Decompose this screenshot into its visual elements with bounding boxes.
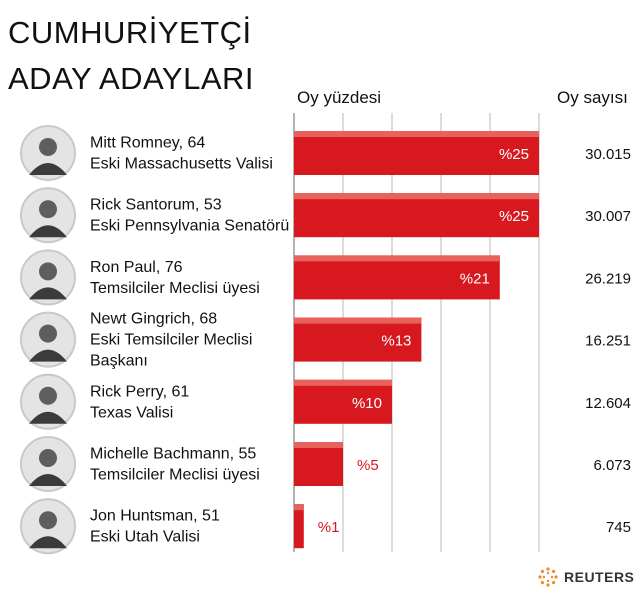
percent-column-header: Oy yüzdesi: [297, 88, 382, 107]
chart-title: CUMHURİYETÇİ ADAY ADAYLARI: [8, 10, 254, 102]
bar-value-label: %13: [381, 333, 411, 350]
bar: [294, 255, 500, 300]
bar: [294, 379, 392, 424]
candidate-title: Eski Massachusetts Valisi: [90, 156, 273, 173]
chart-title-line1: CUMHURİYETÇİ: [8, 15, 252, 50]
votes-column-header: Oy sayısı: [557, 88, 628, 107]
candidate-name: Ron Paul, 76: [90, 259, 183, 276]
candidate-photo-shoulders: [29, 287, 67, 300]
vote-count: 30.007: [585, 208, 631, 225]
bar-highlight: [294, 131, 539, 137]
vote-count: 30.015: [585, 146, 631, 163]
candidate-title: Eski Pennsylvania Senatörü: [90, 218, 289, 235]
bar-highlight: [294, 504, 304, 511]
candidate-name: Rick Santorum, 53: [90, 197, 222, 214]
candidate-title: Temsilciler Meclisi üyesi: [90, 280, 260, 297]
bar: [294, 504, 304, 549]
candidate-title: Eski Temsilciler Meclisi: [90, 332, 252, 349]
bar-value-label: %25: [499, 208, 529, 225]
candidate-photo-head: [39, 138, 57, 156]
bar-highlight: [294, 193, 539, 200]
chart-title-line2: ADAY ADAYLARI: [8, 61, 254, 96]
candidate-name: Michelle Bachmann, 55: [90, 446, 256, 463]
candidate-title: Başkanı: [90, 353, 148, 370]
candidate-photo-head: [39, 511, 57, 530]
candidate-photo-head: [39, 262, 57, 281]
candidate-title: Temsilciler Meclisi üyesi: [90, 467, 260, 484]
bar: [294, 442, 343, 486]
candidate-name: Rick Perry, 61: [90, 383, 189, 400]
candidate-photo-shoulders: [29, 349, 67, 362]
bar-highlight: [294, 317, 422, 324]
candidate-photo-shoulders: [29, 474, 67, 486]
vote-count: 6.073: [593, 457, 631, 474]
vote-count: 745: [606, 519, 631, 536]
bar-highlight: [294, 379, 392, 386]
candidate-photo-head: [39, 324, 57, 343]
vote-count: 12.604: [585, 395, 631, 412]
candidate-photo-shoulders: [29, 536, 67, 549]
bar-value-label: %25: [499, 146, 529, 163]
candidate-photo-head: [39, 449, 57, 467]
bar-highlight: [294, 255, 500, 262]
bar-value-label: %1: [318, 519, 340, 536]
candidate-title: Eski Utah Valisi: [90, 529, 200, 546]
bar-value-label: %10: [352, 395, 382, 412]
candidate-photo-shoulders: [29, 163, 67, 175]
candidate-photo-shoulders: [29, 225, 67, 238]
reuters-wordmark: REUTERS: [564, 569, 635, 585]
bar: [294, 131, 539, 175]
reuters-logo-icon: [538, 567, 558, 587]
candidate-photo-head: [39, 386, 57, 405]
bar-value-label: %5: [357, 457, 379, 474]
candidate-title: Texas Valisi: [90, 404, 173, 421]
candidate-photo-shoulders: [29, 411, 67, 424]
bar-highlight: [294, 442, 343, 448]
bar-value-label: %21: [460, 270, 490, 287]
vote-count: 16.251: [585, 333, 631, 350]
candidate-name: Mitt Romney, 64: [90, 135, 205, 152]
vote-count: 26.219: [585, 270, 631, 287]
candidate-photo-head: [39, 200, 57, 219]
reuters-logo: REUTERS: [537, 566, 634, 588]
bar: [294, 193, 539, 238]
candidate-name: Newt Gingrich, 68: [90, 311, 217, 328]
bar: [294, 317, 422, 362]
candidate-name: Jon Huntsman, 51: [90, 508, 220, 525]
